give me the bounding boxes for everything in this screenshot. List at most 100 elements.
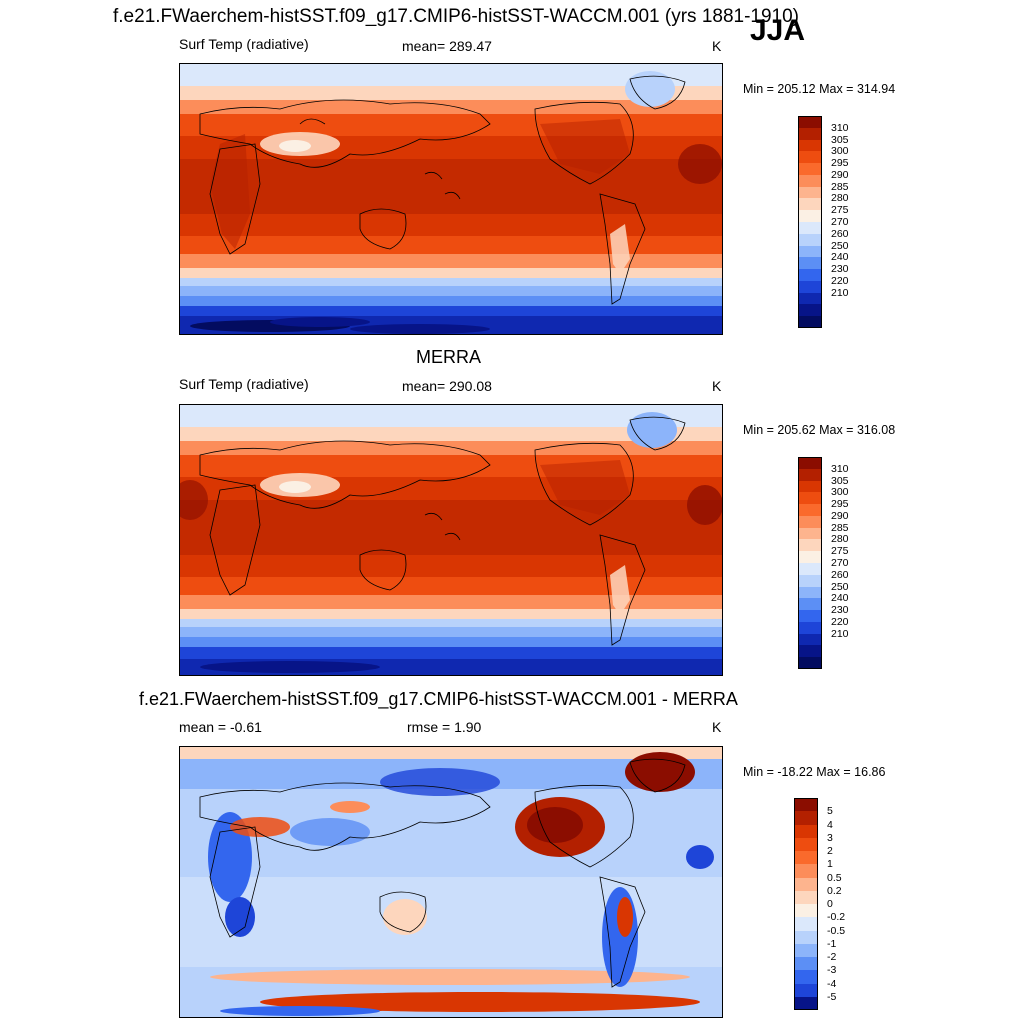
panel3-rmse-label: rmse = 1.90	[407, 719, 482, 735]
colorbar-cell	[798, 280, 822, 293]
colorbar-cell	[798, 610, 822, 622]
colorbar-cell	[794, 943, 818, 957]
colorbar-cell	[794, 996, 818, 1010]
colorbar-tick-label: -3	[827, 964, 837, 977]
panel1-units-label: K	[712, 38, 722, 54]
colorbar-cell	[798, 468, 822, 481]
panel2-colorbar: 310 305 300 295 290 285 280 275 270 260 250 240 230 2…	[798, 457, 868, 669]
colorbar-cell	[798, 574, 822, 587]
colorbar-cell	[798, 222, 822, 234]
panel1-colorbar: 310 305 300 295 290 285 280 275 270 260 250 240 230 2…	[798, 116, 868, 328]
colorbar-cell	[794, 864, 818, 878]
colorbar-cell	[794, 824, 818, 838]
colorbar-cell	[798, 563, 822, 575]
colorbar-cell	[794, 904, 818, 918]
colorbar-cell	[798, 539, 822, 552]
colorbar-cell	[798, 257, 822, 270]
colorbar-cell	[798, 492, 822, 505]
colorbar-cell	[798, 174, 822, 187]
colorbar-tick-label: 220	[831, 615, 849, 628]
panel1-minmax-label: Min = 205.12 Max = 314.94	[743, 82, 896, 96]
colorbar-cell	[794, 930, 818, 944]
colorbar-tick-label: 240	[831, 592, 849, 605]
panel2-mean-label: mean= 290.08	[402, 378, 492, 394]
colorbar-tick-label: 250	[831, 239, 849, 252]
colorbar-cell	[798, 633, 822, 646]
colorbar-tick-label: 240	[831, 251, 849, 264]
colorbar-tick-label: 275	[831, 545, 849, 558]
colorbar-tick-label: 230	[831, 604, 849, 617]
panel2-minmax-label: Min = 205.62 Max = 316.08	[743, 423, 896, 437]
colorbar-tick-label: 230	[831, 263, 849, 276]
figure-title: f.e21.FWaerchem-histSST.f09_g17.CMIP6-hi…	[113, 6, 800, 27]
colorbar-cell	[798, 151, 822, 164]
colorbar-cell	[798, 480, 822, 493]
panel1-variable-label: Surf Temp (radiative)	[179, 36, 309, 52]
colorbar-cell	[798, 127, 822, 140]
colorbar-tick-label: 290	[831, 168, 849, 181]
colorbar-tick-label: 210	[831, 627, 849, 640]
colorbar-cell	[798, 186, 822, 199]
colorbar-tick-label: 305	[831, 474, 849, 487]
panel2-map-graphic	[180, 405, 722, 675]
colorbar-cell	[798, 304, 822, 317]
colorbar-tick-label: 2	[827, 845, 833, 857]
colorbar-tick-label: 0.2	[827, 884, 842, 897]
colorbar-tick-label: 5	[827, 805, 833, 818]
colorbar-cell	[794, 957, 818, 971]
colorbar-cell	[798, 457, 822, 469]
panel3-title: f.e21.FWaerchem-histSST.f09_g17.CMIP6-hi…	[139, 689, 738, 709]
colorbar-cell	[798, 233, 822, 246]
colorbar-tick-label: 275	[831, 204, 849, 217]
colorbar-cell	[794, 811, 818, 825]
colorbar-tick-label: 295	[831, 498, 849, 511]
colorbar-tick-label: 210	[831, 286, 849, 299]
colorbar-tick-label: -4	[827, 977, 837, 990]
colorbar-cell	[794, 877, 818, 891]
colorbar-cell	[798, 316, 822, 328]
colorbar-tick-label: 280	[831, 533, 849, 546]
colorbar-tick-label: 250	[831, 580, 849, 593]
colorbar-cell	[794, 798, 818, 812]
colorbar-cell	[798, 551, 822, 563]
colorbar-cell	[798, 527, 822, 540]
colorbar-tick-label: 310	[831, 121, 849, 134]
colorbar-cell	[798, 269, 822, 281]
colorbar-tick-label: 310	[831, 462, 849, 475]
colorbar-cell	[798, 515, 822, 528]
colorbar-tick-label: 280	[831, 192, 849, 205]
colorbar-tick-label: 270	[831, 557, 849, 569]
panel1-map	[179, 63, 723, 335]
colorbar-cell	[798, 504, 822, 516]
colorbar-tick-label: 0.5	[827, 871, 842, 884]
panel2-units-label: K	[712, 378, 722, 394]
colorbar-cell	[798, 598, 822, 611]
colorbar-cell	[794, 970, 818, 984]
panel3-mean-label: mean = -0.61	[179, 719, 262, 735]
colorbar-tick-label: 270	[831, 216, 849, 228]
colorbar-cell	[798, 210, 822, 222]
colorbar-tick-label: 290	[831, 509, 849, 522]
panel3-units-label: K	[712, 719, 722, 735]
panel3-map	[179, 746, 723, 1018]
colorbar-cell	[798, 245, 822, 258]
colorbar-cell	[794, 837, 818, 851]
colorbar-tick-label: 305	[831, 133, 849, 146]
colorbar-cell	[798, 586, 822, 599]
panel2-variable-label: Surf Temp (radiative)	[179, 376, 309, 392]
colorbar-tick-label: 300	[831, 145, 849, 158]
colorbar-tick-label: 285	[831, 521, 849, 534]
colorbar-tick-label: 295	[831, 157, 849, 170]
colorbar-tick-label: 260	[831, 568, 849, 581]
colorbar-tick-label: -1	[827, 937, 837, 950]
colorbar-cell	[798, 645, 822, 658]
colorbar-tick-label: 0	[827, 898, 833, 910]
colorbar-tick-label: 300	[831, 486, 849, 499]
colorbar-tick-label: 3	[827, 831, 833, 844]
colorbar-cell	[798, 198, 822, 211]
colorbar-cell	[798, 163, 822, 175]
colorbar-tick-label: -2	[827, 951, 837, 963]
colorbar-cell	[794, 983, 818, 997]
panel2-title: MERRA	[416, 347, 482, 367]
colorbar-tick-label: -0.2	[827, 911, 846, 924]
